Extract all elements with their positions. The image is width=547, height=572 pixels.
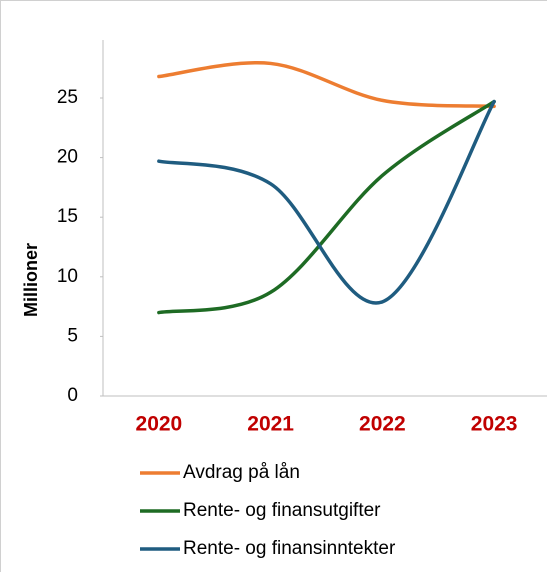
legend-label: Rente- og finansutgifter [183, 500, 381, 521]
y-tick-label: 20 [57, 147, 78, 168]
legend-label: Avdrag på lån [183, 462, 300, 483]
x-tick-label: 2020 [136, 413, 183, 436]
series-line [157, 99, 496, 305]
y-tick-label: 0 [67, 385, 78, 406]
y-tick-label: 15 [57, 206, 78, 227]
x-tick-label: 2022 [359, 413, 406, 436]
y-axis-title: Millioner [21, 243, 41, 317]
y-tick-label: 5 [67, 325, 78, 346]
series-line [157, 99, 496, 315]
legend-label: Rente- og finansinntekter [183, 538, 396, 559]
x-tick-label: 2023 [471, 413, 518, 436]
y-tick-label: 10 [57, 266, 78, 287]
series-line [157, 61, 496, 109]
x-tick-label: 2021 [247, 413, 294, 436]
y-tick-label: 25 [57, 87, 78, 108]
